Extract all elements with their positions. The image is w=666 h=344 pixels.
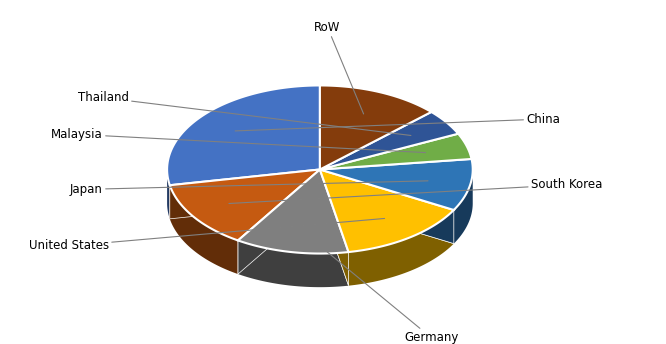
Text: United States: United States [29,218,384,252]
Polygon shape [320,112,458,170]
Polygon shape [238,240,348,287]
Polygon shape [170,170,320,219]
Text: South Korea: South Korea [229,178,602,204]
Polygon shape [170,185,238,274]
Polygon shape [320,134,472,170]
Polygon shape [320,170,454,244]
Polygon shape [348,210,454,286]
Polygon shape [238,170,348,254]
Text: Japan: Japan [70,181,428,196]
Polygon shape [238,170,320,274]
Text: China: China [235,112,560,131]
Polygon shape [167,170,170,219]
Polygon shape [170,170,320,219]
Text: Thailand: Thailand [78,91,411,136]
Polygon shape [320,170,454,244]
Polygon shape [320,170,348,286]
Text: Malaysia: Malaysia [51,128,426,153]
Text: RoW: RoW [314,21,364,114]
Polygon shape [170,170,320,240]
Polygon shape [167,85,320,185]
Text: Germany: Germany [299,229,458,344]
Polygon shape [238,170,320,274]
Polygon shape [320,170,348,286]
Polygon shape [320,159,473,210]
Polygon shape [454,170,473,244]
Polygon shape [320,170,454,252]
Polygon shape [320,85,432,170]
